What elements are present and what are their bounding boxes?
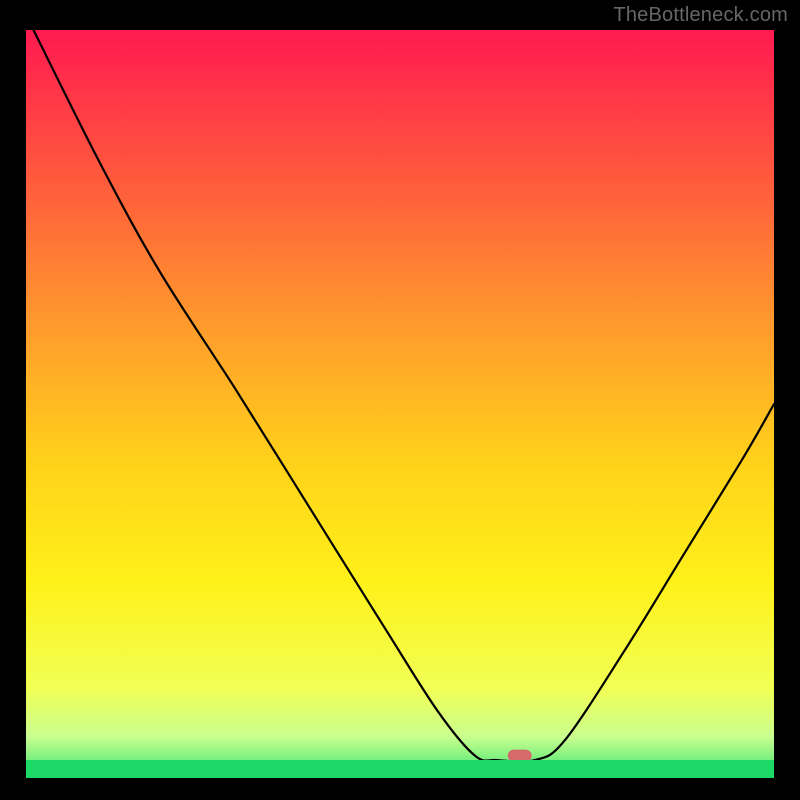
green-baseline-band — [26, 760, 774, 778]
chart-container: TheBottleneck.com — [0, 0, 800, 800]
curve-layer — [26, 30, 774, 778]
plot-area — [26, 30, 774, 778]
bottleneck-curve — [33, 30, 774, 762]
watermark-label: TheBottleneck.com — [613, 4, 788, 27]
